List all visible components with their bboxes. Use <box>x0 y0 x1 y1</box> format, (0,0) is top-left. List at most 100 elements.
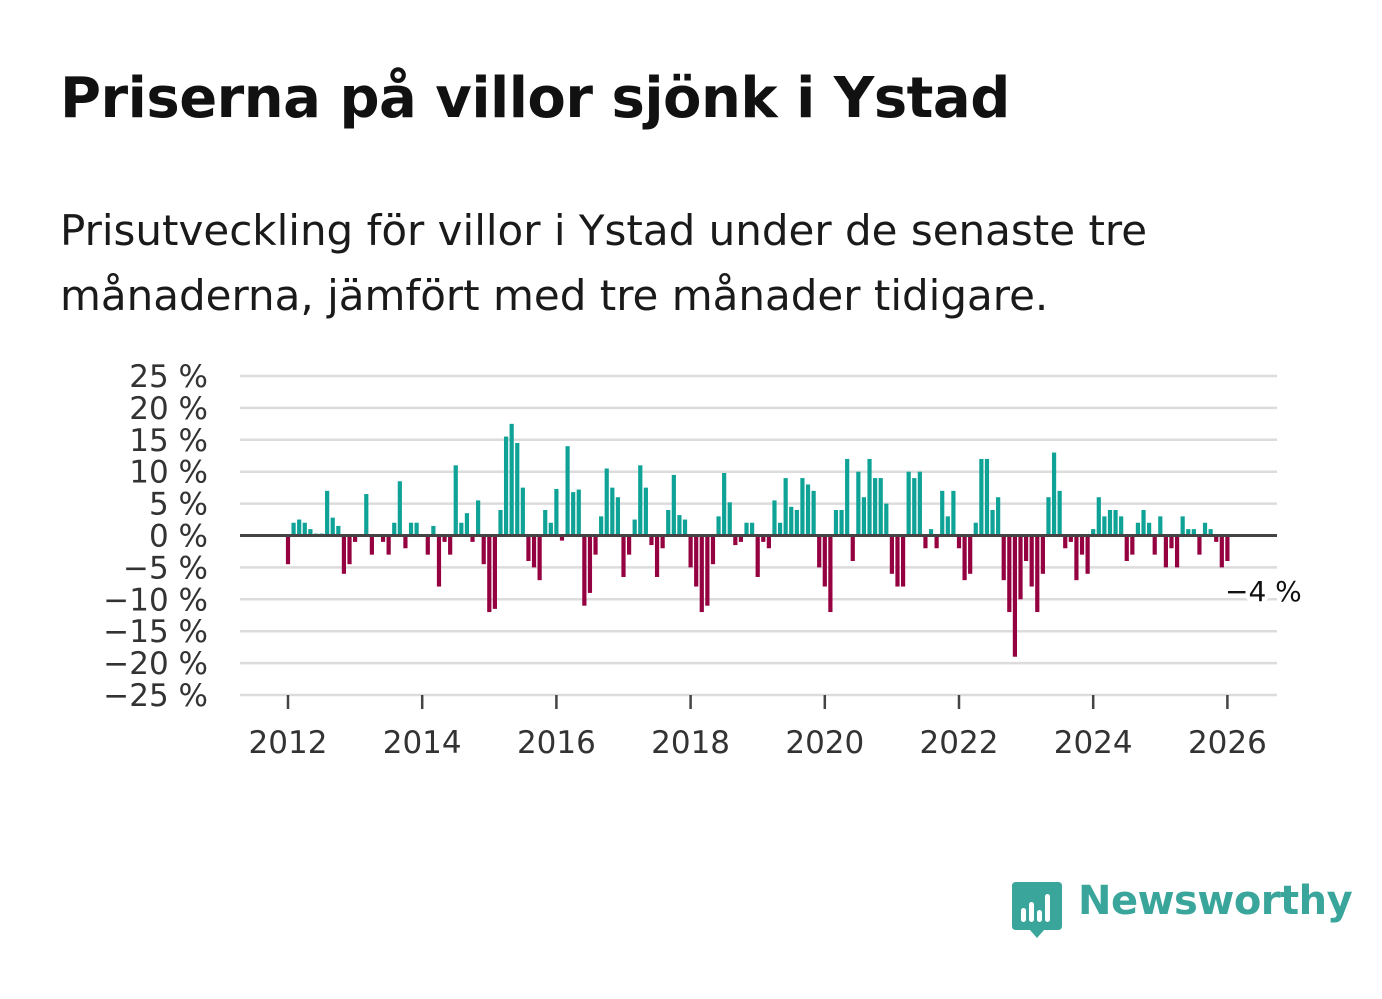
bar-negative <box>766 535 771 549</box>
bar-negative <box>1063 535 1068 549</box>
bar-positive <box>604 468 609 536</box>
bar-positive <box>839 509 844 536</box>
bar-positive <box>302 522 307 536</box>
x-tick-label: 2016 <box>517 725 596 761</box>
bar-positive <box>744 522 749 536</box>
newsworthy-logo-icon <box>1012 882 1062 938</box>
bar-positive <box>1096 497 1101 536</box>
bar-positive <box>408 522 414 536</box>
bar-negative <box>380 535 386 542</box>
y-tick-label: 25 % <box>129 359 208 395</box>
bar-positive <box>1091 529 1096 536</box>
bar-positive <box>861 497 867 536</box>
bar-positive <box>800 478 805 536</box>
bar-negative <box>660 535 665 549</box>
bar-positive <box>682 519 688 536</box>
bar-negative <box>1174 535 1180 568</box>
bar-negative <box>649 535 654 546</box>
bar-negative <box>694 535 699 587</box>
bar-negative <box>968 535 973 574</box>
bar-positive <box>783 478 788 536</box>
bar-positive <box>336 525 341 536</box>
gridlines <box>240 374 1277 697</box>
bar-negative <box>347 535 352 565</box>
bar-negative <box>1124 535 1129 562</box>
bar-positive <box>1186 529 1191 536</box>
bar-positive <box>716 516 721 536</box>
bar-positive <box>777 522 783 536</box>
bar-negative <box>962 535 967 581</box>
bar-positive <box>1158 516 1163 536</box>
bar-negative <box>1225 535 1230 562</box>
bar-positive <box>1208 529 1213 536</box>
bar-negative <box>1219 535 1224 568</box>
bar-negative <box>710 535 716 565</box>
bar-negative <box>436 535 442 587</box>
bar-negative <box>923 535 928 549</box>
bar-negative <box>850 535 855 562</box>
bar-negative <box>593 535 598 555</box>
bar-negative <box>705 535 710 606</box>
bar-positive <box>794 509 799 536</box>
bar-positive <box>912 478 917 536</box>
y-tick-label: 15 % <box>129 423 208 459</box>
bar-negative <box>1197 535 1202 555</box>
bar-negative <box>1018 535 1023 600</box>
bar-negative <box>1035 535 1040 613</box>
bar-positive <box>867 458 872 536</box>
bar-negative <box>1079 535 1085 555</box>
bar-positive <box>638 465 643 536</box>
bar-positive <box>1180 516 1185 536</box>
bar-negative <box>755 535 760 577</box>
bar-negative <box>1085 535 1090 574</box>
bar-negative <box>1029 535 1034 587</box>
bar-positive <box>543 509 548 536</box>
bar-positive <box>1113 509 1118 536</box>
bar-negative <box>817 535 822 568</box>
bar-negative <box>1163 535 1168 568</box>
bar-positive <box>464 513 470 536</box>
bar-positive <box>727 502 732 536</box>
newsworthy-logo-text: Newsworthy <box>1078 878 1353 924</box>
bar-negative <box>1169 535 1174 549</box>
bar-negative <box>956 535 962 549</box>
bar-positive <box>1102 516 1107 536</box>
bar-positive <box>750 522 755 536</box>
y-tick-label: −10 % <box>103 582 208 618</box>
bar-positive <box>833 509 839 536</box>
bar-positive <box>392 522 397 536</box>
bar-positive <box>1191 529 1196 536</box>
bar-negative <box>1214 535 1219 542</box>
bar-negative <box>403 535 408 549</box>
y-tick-label: −20 % <box>103 646 208 682</box>
bar-positive <box>884 503 889 536</box>
data-labels: −4 % <box>1221 571 1306 612</box>
bar-positive <box>979 458 984 536</box>
bar-negative <box>353 535 358 542</box>
bar-positive <box>615 497 621 536</box>
bar-positive <box>789 506 794 536</box>
bar-positive <box>928 529 934 536</box>
bar-positive <box>476 500 481 536</box>
bar-positive <box>520 487 525 536</box>
bar-negative <box>487 535 492 613</box>
chart-title: Priserna på villor sjönk i Ystad <box>60 66 1010 131</box>
y-tick-label: −15 % <box>103 614 208 650</box>
bar-negative <box>1012 535 1018 657</box>
bar-negative <box>1040 535 1045 574</box>
bar-negative <box>688 535 693 568</box>
bar-positive <box>1119 516 1124 536</box>
bar-positive <box>677 515 682 536</box>
y-tick-label: −5 % <box>123 550 208 586</box>
bar-positive <box>1147 522 1152 536</box>
bar-positive <box>576 489 581 536</box>
bar-negative <box>621 535 626 577</box>
bar-positive <box>878 478 883 536</box>
bar-positive <box>666 509 671 536</box>
bar-negative <box>738 535 744 542</box>
newsworthy-logo: Newsworthy <box>1010 878 1353 940</box>
bar-negative <box>285 535 291 565</box>
y-tick-label: 20 % <box>129 391 208 427</box>
bar-positive <box>610 487 615 536</box>
